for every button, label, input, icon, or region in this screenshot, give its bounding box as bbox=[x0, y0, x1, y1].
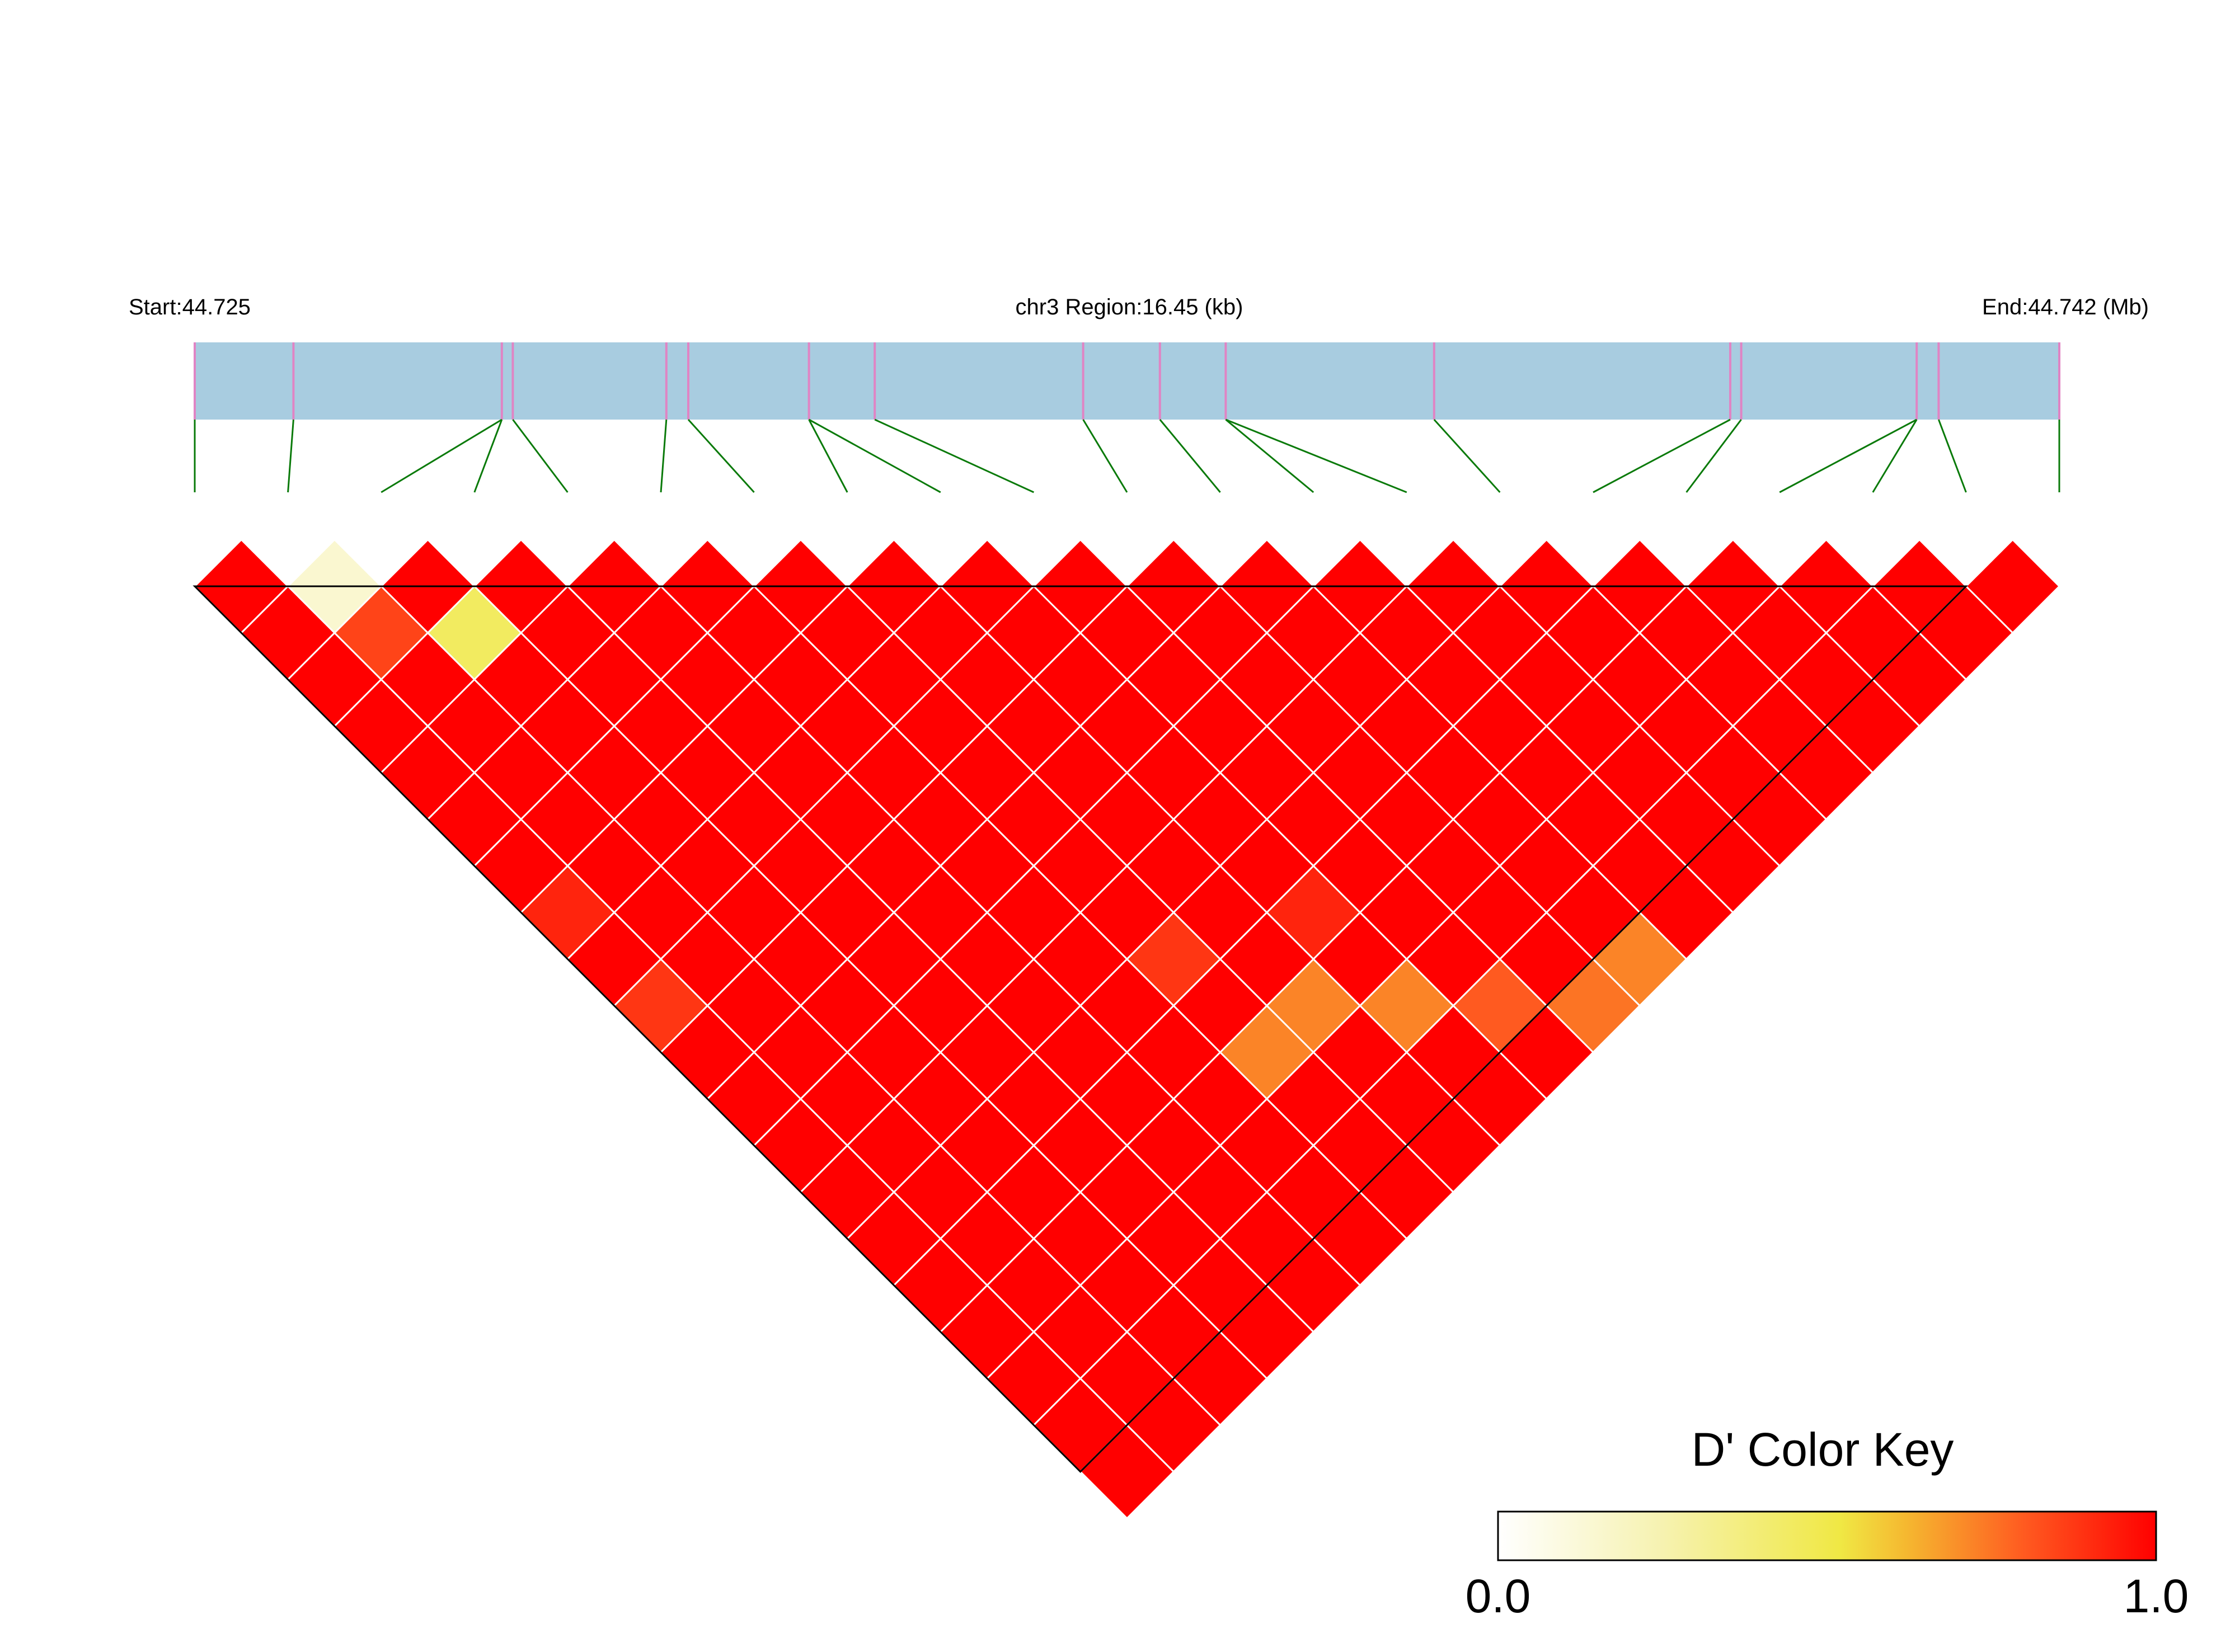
gene-track bbox=[195, 342, 2059, 420]
snp-connector-line bbox=[1225, 418, 1407, 493]
snp-connector-line bbox=[287, 419, 294, 493]
snp-connector-line bbox=[808, 418, 941, 493]
snp-connector-line bbox=[473, 419, 503, 493]
ld-heatmap-cells bbox=[193, 538, 2061, 1520]
snp-connector-lines bbox=[194, 418, 2060, 493]
region-title: chr3 Region:16.45 (kb) bbox=[1016, 295, 1243, 319]
color-key-title: D' Color Key bbox=[1692, 1423, 1954, 1476]
heatmap-outline bbox=[192, 585, 1969, 1473]
snp-connector-line bbox=[1593, 418, 1731, 493]
region-end-label: End:44.742 (Mb) bbox=[1982, 295, 2149, 319]
snp-connector-line bbox=[687, 418, 755, 493]
snp-connector-line bbox=[1937, 419, 1967, 493]
snp-connector-line bbox=[512, 419, 569, 493]
color-key: D' Color Key 0.0 1.0 bbox=[1466, 1423, 2189, 1622]
snp-connector-line bbox=[1433, 418, 1501, 493]
color-key-bar bbox=[1497, 1510, 2157, 1561]
snp-connector-line bbox=[1225, 418, 1314, 493]
region-start-label: Start:44.725 bbox=[129, 295, 251, 319]
snp-connector-line bbox=[874, 418, 1035, 493]
snp-connector-line bbox=[1082, 419, 1128, 493]
snp-connector-line bbox=[660, 419, 668, 493]
snp-connector-line bbox=[1685, 419, 1742, 493]
color-key-max-label: 1.0 bbox=[2124, 1570, 2189, 1622]
snp-connector-line bbox=[1872, 419, 1918, 493]
snp-connector-line bbox=[808, 419, 848, 493]
color-key-min-label: 0.0 bbox=[1466, 1570, 1531, 1622]
snp-ticks bbox=[194, 342, 2060, 420]
snp-connector-line bbox=[381, 418, 503, 493]
snp-connector-line bbox=[1159, 419, 1221, 493]
triangle-outline bbox=[192, 585, 1969, 1473]
snp-connector-line bbox=[1779, 418, 1917, 493]
